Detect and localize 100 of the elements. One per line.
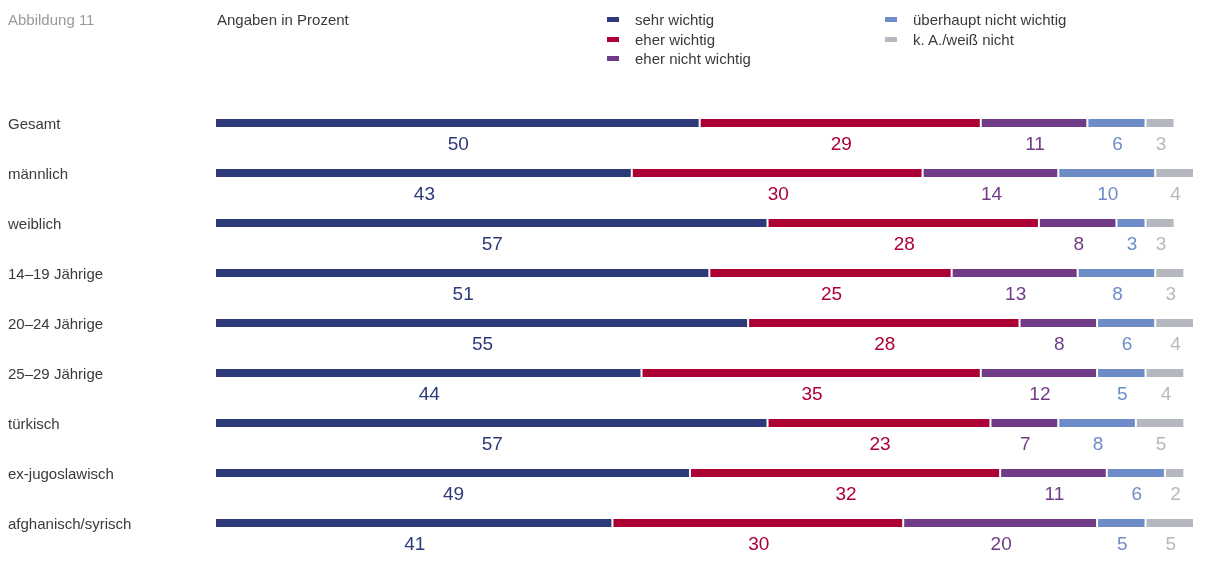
data-label: 5	[1155, 432, 1167, 454]
bar	[1146, 119, 1174, 127]
bar	[632, 169, 922, 177]
data-label: 4	[1170, 182, 1182, 204]
data-label: 30	[767, 182, 789, 204]
data-label: 8	[1112, 282, 1123, 304]
data-label: 3	[1165, 282, 1177, 304]
data-label: 4	[1170, 332, 1182, 354]
data-label: 8	[1054, 332, 1065, 354]
data-label: 43	[413, 182, 435, 204]
bar	[768, 219, 1038, 227]
bar	[700, 119, 980, 127]
bar	[613, 519, 903, 527]
bar	[1107, 469, 1164, 477]
data-label: 57	[481, 232, 503, 254]
data-label: 6	[1121, 332, 1133, 354]
data-label: 28	[874, 332, 896, 354]
data-label: 3	[1155, 232, 1167, 254]
y-tick-label: ex-jugoslawisch	[8, 464, 114, 482]
bar	[1059, 169, 1155, 177]
data-label: 35	[801, 382, 823, 404]
bar	[1098, 519, 1145, 527]
data-label: 3	[1126, 232, 1138, 254]
bar	[1146, 219, 1174, 227]
bar	[923, 169, 1058, 177]
data-label: 44	[418, 382, 441, 404]
legend-label: sehr wichtig	[635, 11, 715, 29]
bar	[1146, 519, 1193, 527]
legend-label: überhaupt nicht wichtig	[913, 11, 1067, 29]
y-tick-label: 25–29 Jährige	[8, 364, 104, 382]
bar	[991, 419, 1058, 427]
data-label: 11	[1025, 132, 1045, 154]
chart-subtitle: Angaben in Prozent	[217, 11, 349, 28]
bar	[1001, 469, 1106, 477]
data-label: 20	[990, 532, 1012, 554]
bar	[690, 469, 1000, 477]
data-label: 49	[442, 482, 465, 504]
bar	[216, 319, 748, 327]
data-label: 12	[1029, 382, 1051, 404]
bar	[904, 519, 1097, 527]
bar	[216, 169, 631, 177]
data-label: 51	[452, 282, 474, 304]
bar	[1098, 319, 1155, 327]
y-tick-label: afghanisch/syrisch	[8, 514, 132, 532]
data-label: 5	[1165, 532, 1177, 554]
y-tick-label: 14–19 Jährige	[8, 264, 104, 282]
y-tick-label: männlich	[8, 164, 69, 182]
legend-label: eher wichtig	[635, 30, 716, 48]
data-label: 10	[1097, 182, 1119, 204]
data-label: 25	[820, 282, 843, 304]
bar	[710, 269, 951, 277]
data-label: 32	[835, 482, 857, 504]
data-label: 57	[481, 432, 503, 454]
bar	[216, 369, 641, 377]
bar	[1136, 419, 1184, 427]
data-label: 8	[1092, 432, 1104, 454]
legend-label: k. A./weiß nicht	[913, 30, 1014, 48]
bar	[1117, 219, 1145, 227]
data-label: 4	[1160, 382, 1172, 404]
data-label: 7	[1020, 432, 1031, 454]
bar	[1146, 369, 1184, 377]
bar	[1078, 269, 1155, 277]
data-label: 13	[1005, 282, 1027, 304]
bar	[768, 419, 990, 427]
bar	[216, 119, 699, 127]
data-label: 28	[893, 232, 915, 254]
y-tick-label: 20–24 Jährige	[8, 314, 104, 332]
data-label: 2	[1170, 482, 1181, 504]
data-label: 6	[1131, 482, 1143, 504]
data-label: 5	[1117, 382, 1128, 404]
data-label: 50	[447, 132, 469, 154]
bar	[1156, 169, 1193, 177]
data-label: 3	[1155, 132, 1167, 154]
bar	[1156, 319, 1193, 327]
bar	[216, 219, 767, 227]
y-tick-label: Gesamt	[8, 114, 62, 132]
bar	[981, 369, 1097, 377]
bar	[216, 469, 689, 477]
data-label: 5	[1117, 532, 1128, 554]
bar	[1165, 469, 1184, 477]
data-label: 55	[471, 332, 494, 354]
data-label: 30	[748, 532, 770, 554]
bar	[749, 319, 1019, 327]
bar	[216, 419, 767, 427]
data-label: 23	[869, 432, 891, 454]
y-tick-label: türkisch	[8, 414, 60, 432]
text: Abbildung 11	[8, 11, 95, 28]
data-label: 6	[1112, 132, 1123, 154]
bar	[1039, 219, 1116, 227]
bar	[216, 269, 709, 277]
data-label: 29	[830, 132, 852, 154]
bar	[1088, 119, 1145, 127]
y-tick-label: weiblich	[7, 214, 62, 232]
bar	[952, 269, 1077, 277]
legend-label: eher nicht wichtig	[635, 50, 751, 68]
data-label: 8	[1073, 232, 1084, 254]
bar	[1020, 319, 1097, 327]
bar	[1059, 419, 1135, 427]
bar	[981, 119, 1087, 127]
bar	[1098, 369, 1145, 377]
